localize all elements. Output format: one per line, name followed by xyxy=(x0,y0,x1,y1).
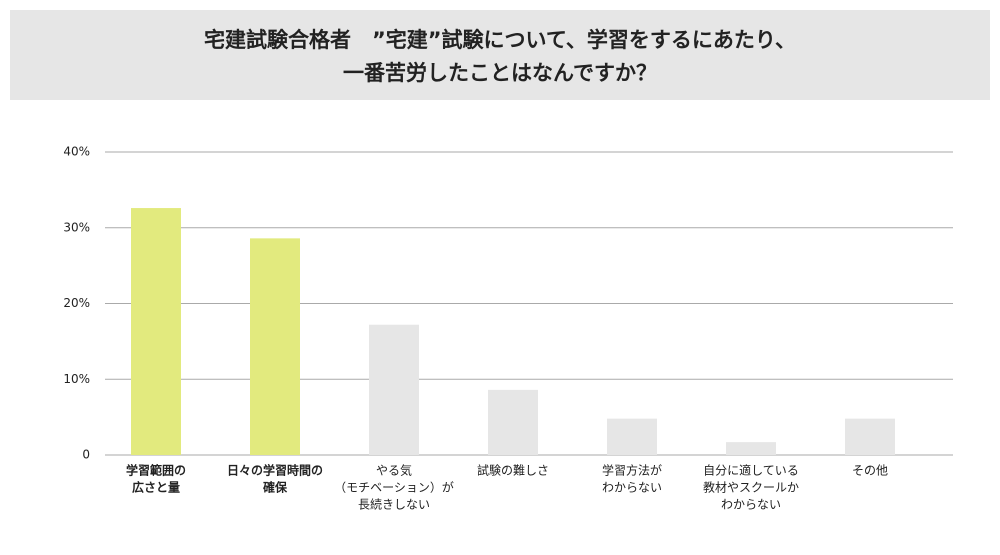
bar xyxy=(845,418,895,455)
bar xyxy=(250,238,300,455)
x-tick-label: その他 xyxy=(852,464,888,478)
x-tick-label: 学習範囲の xyxy=(126,463,186,478)
x-tick-label: わからない xyxy=(721,498,781,512)
chart-title: 一番苦労したことはなんですか？ xyxy=(343,61,657,85)
bar xyxy=(726,442,776,455)
x-tick-label: 自分に適している xyxy=(703,463,799,478)
x-tick-label: 広さと量 xyxy=(132,480,180,495)
x-tick-label: わからない xyxy=(602,481,662,495)
chart-title: 宅建試験合格者 ”宅建”試験について、学習をするにあたり、 xyxy=(204,28,796,52)
x-tick-label: 確保 xyxy=(263,480,288,495)
y-tick-label: 40% xyxy=(63,145,90,159)
x-tick-label: （モチベーション）が xyxy=(334,480,454,495)
x-tick-label: やる気 xyxy=(376,463,412,478)
y-tick-label: 0 xyxy=(82,448,90,462)
bar xyxy=(131,208,181,455)
x-tick-label: 日々の学習時間の xyxy=(227,463,323,478)
y-tick-label: 10% xyxy=(63,372,90,386)
x-tick-label: 試験の難しさ xyxy=(477,463,549,478)
bar xyxy=(369,324,419,455)
y-tick-label: 20% xyxy=(63,296,90,310)
bar xyxy=(488,389,538,455)
bar xyxy=(607,418,657,455)
x-tick-label: 学習方法が xyxy=(602,463,662,478)
x-tick-label: 長続きしない xyxy=(358,498,430,512)
title-box xyxy=(10,10,990,100)
x-tick-label: 教材やスクールか xyxy=(703,480,799,495)
y-tick-label: 30% xyxy=(63,220,90,234)
